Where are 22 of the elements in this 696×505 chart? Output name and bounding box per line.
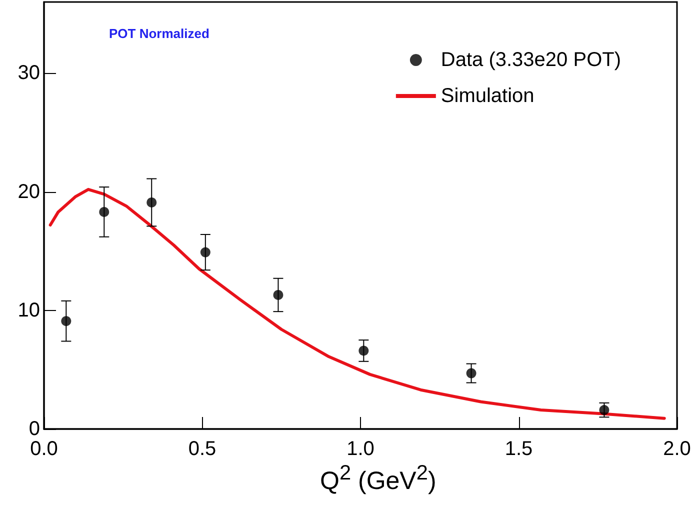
- legend-label: Data (3.33e20 POT): [440, 49, 622, 71]
- x-axis-title: Q$^{2}$ (GeV$^{2}$): [320, 462, 436, 496]
- point: [466, 368, 476, 378]
- annotation: POT Normalized: [109, 26, 210, 41]
- x-tick-label: 1.0: [346, 438, 374, 460]
- point: [61, 316, 72, 326]
- y-tick-label: 10: [18, 299, 40, 322]
- x-tick-label: 0.0: [30, 438, 58, 460]
- x-tick-label: 1.5: [504, 438, 533, 460]
- y-tick-label: 20: [18, 180, 40, 203]
- line-series: [48, 188, 666, 420]
- point: [358, 346, 369, 356]
- point: [200, 247, 210, 258]
- x-tick-label: 0.5: [188, 438, 216, 460]
- point: [599, 405, 610, 416]
- point: [99, 206, 110, 217]
- y-tick-label: 30: [18, 62, 40, 84]
- point: [273, 290, 284, 300]
- point: [146, 197, 157, 208]
- y-tick-label: 0: [28, 418, 40, 440]
- x-tick-label: 2.0: [663, 438, 691, 460]
- legend-label: Simulation: [440, 85, 534, 107]
